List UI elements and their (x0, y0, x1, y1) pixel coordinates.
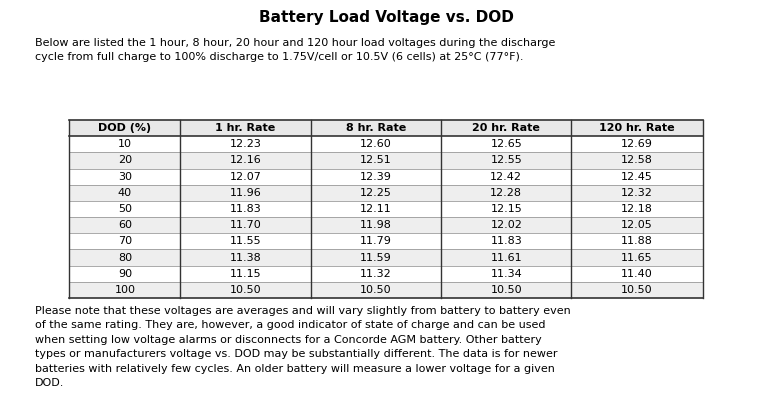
Text: 12.23: 12.23 (229, 139, 262, 149)
Text: 30: 30 (118, 172, 132, 182)
Text: 12.02: 12.02 (490, 220, 522, 230)
Text: 11.70: 11.70 (229, 220, 262, 230)
Text: 10.50: 10.50 (490, 285, 522, 295)
Text: 12.05: 12.05 (621, 220, 653, 230)
Text: 11.40: 11.40 (621, 269, 653, 279)
Text: 12.32: 12.32 (621, 188, 653, 198)
Text: 12.55: 12.55 (490, 156, 522, 166)
Text: 12.25: 12.25 (360, 188, 392, 198)
Bar (69, 217, 703, 233)
Text: 12.16: 12.16 (229, 156, 262, 166)
Text: 10.50: 10.50 (621, 285, 653, 295)
Text: 12.07: 12.07 (229, 172, 262, 182)
Text: 8 hr. Rate: 8 hr. Rate (346, 123, 406, 133)
Text: 11.88: 11.88 (621, 236, 653, 246)
Text: 12.28: 12.28 (490, 188, 523, 198)
Text: 12.18: 12.18 (621, 204, 653, 214)
Text: 11.32: 11.32 (360, 269, 391, 279)
Text: 12.51: 12.51 (360, 156, 391, 166)
Text: 120 hr. Rate: 120 hr. Rate (599, 123, 675, 133)
Text: 11.83: 11.83 (490, 236, 522, 246)
Text: 11.15: 11.15 (229, 269, 261, 279)
Text: 40: 40 (118, 188, 132, 198)
Text: 90: 90 (118, 269, 132, 279)
Text: 12.65: 12.65 (490, 139, 522, 149)
Text: 80: 80 (118, 252, 132, 262)
Text: 11.65: 11.65 (621, 252, 653, 262)
Text: 60: 60 (118, 220, 132, 230)
Text: 11.55: 11.55 (229, 236, 261, 246)
Bar (69, 185, 703, 201)
Text: 11.83: 11.83 (229, 204, 262, 214)
Text: 12.69: 12.69 (621, 139, 653, 149)
Text: 11.79: 11.79 (360, 236, 392, 246)
Text: Please note that these voltages are averages and will vary slightly from battery: Please note that these voltages are aver… (35, 306, 571, 388)
Text: 12.39: 12.39 (360, 172, 392, 182)
Text: 100: 100 (114, 285, 135, 295)
Bar (69, 250, 703, 266)
Text: 11.34: 11.34 (490, 269, 522, 279)
Text: Battery Load Voltage vs. DOD: Battery Load Voltage vs. DOD (259, 10, 513, 25)
Text: 12.15: 12.15 (490, 204, 522, 214)
Text: 10.50: 10.50 (360, 285, 391, 295)
Text: 50: 50 (118, 204, 132, 214)
Bar (69, 282, 703, 298)
Text: 11.96: 11.96 (229, 188, 262, 198)
Text: 20: 20 (118, 156, 132, 166)
Text: 20 hr. Rate: 20 hr. Rate (472, 123, 540, 133)
Text: 12.60: 12.60 (360, 139, 391, 149)
Text: 11.38: 11.38 (229, 252, 262, 262)
Text: DOD (%): DOD (%) (98, 123, 151, 133)
Bar (69, 152, 703, 168)
Text: 12.11: 12.11 (360, 204, 391, 214)
Text: 11.59: 11.59 (360, 252, 391, 262)
Text: 11.61: 11.61 (490, 252, 522, 262)
Text: 1 hr. Rate: 1 hr. Rate (215, 123, 276, 133)
Text: 12.45: 12.45 (621, 172, 653, 182)
Text: 10: 10 (118, 139, 132, 149)
Text: 12.42: 12.42 (490, 172, 523, 182)
Text: 70: 70 (118, 236, 132, 246)
Text: 11.98: 11.98 (360, 220, 392, 230)
Text: 12.58: 12.58 (621, 156, 653, 166)
Text: 10.50: 10.50 (229, 285, 261, 295)
Bar (69, 120, 703, 136)
Text: Below are listed the 1 hour, 8 hour, 20 hour and 120 hour load voltages during t: Below are listed the 1 hour, 8 hour, 20 … (35, 38, 555, 62)
